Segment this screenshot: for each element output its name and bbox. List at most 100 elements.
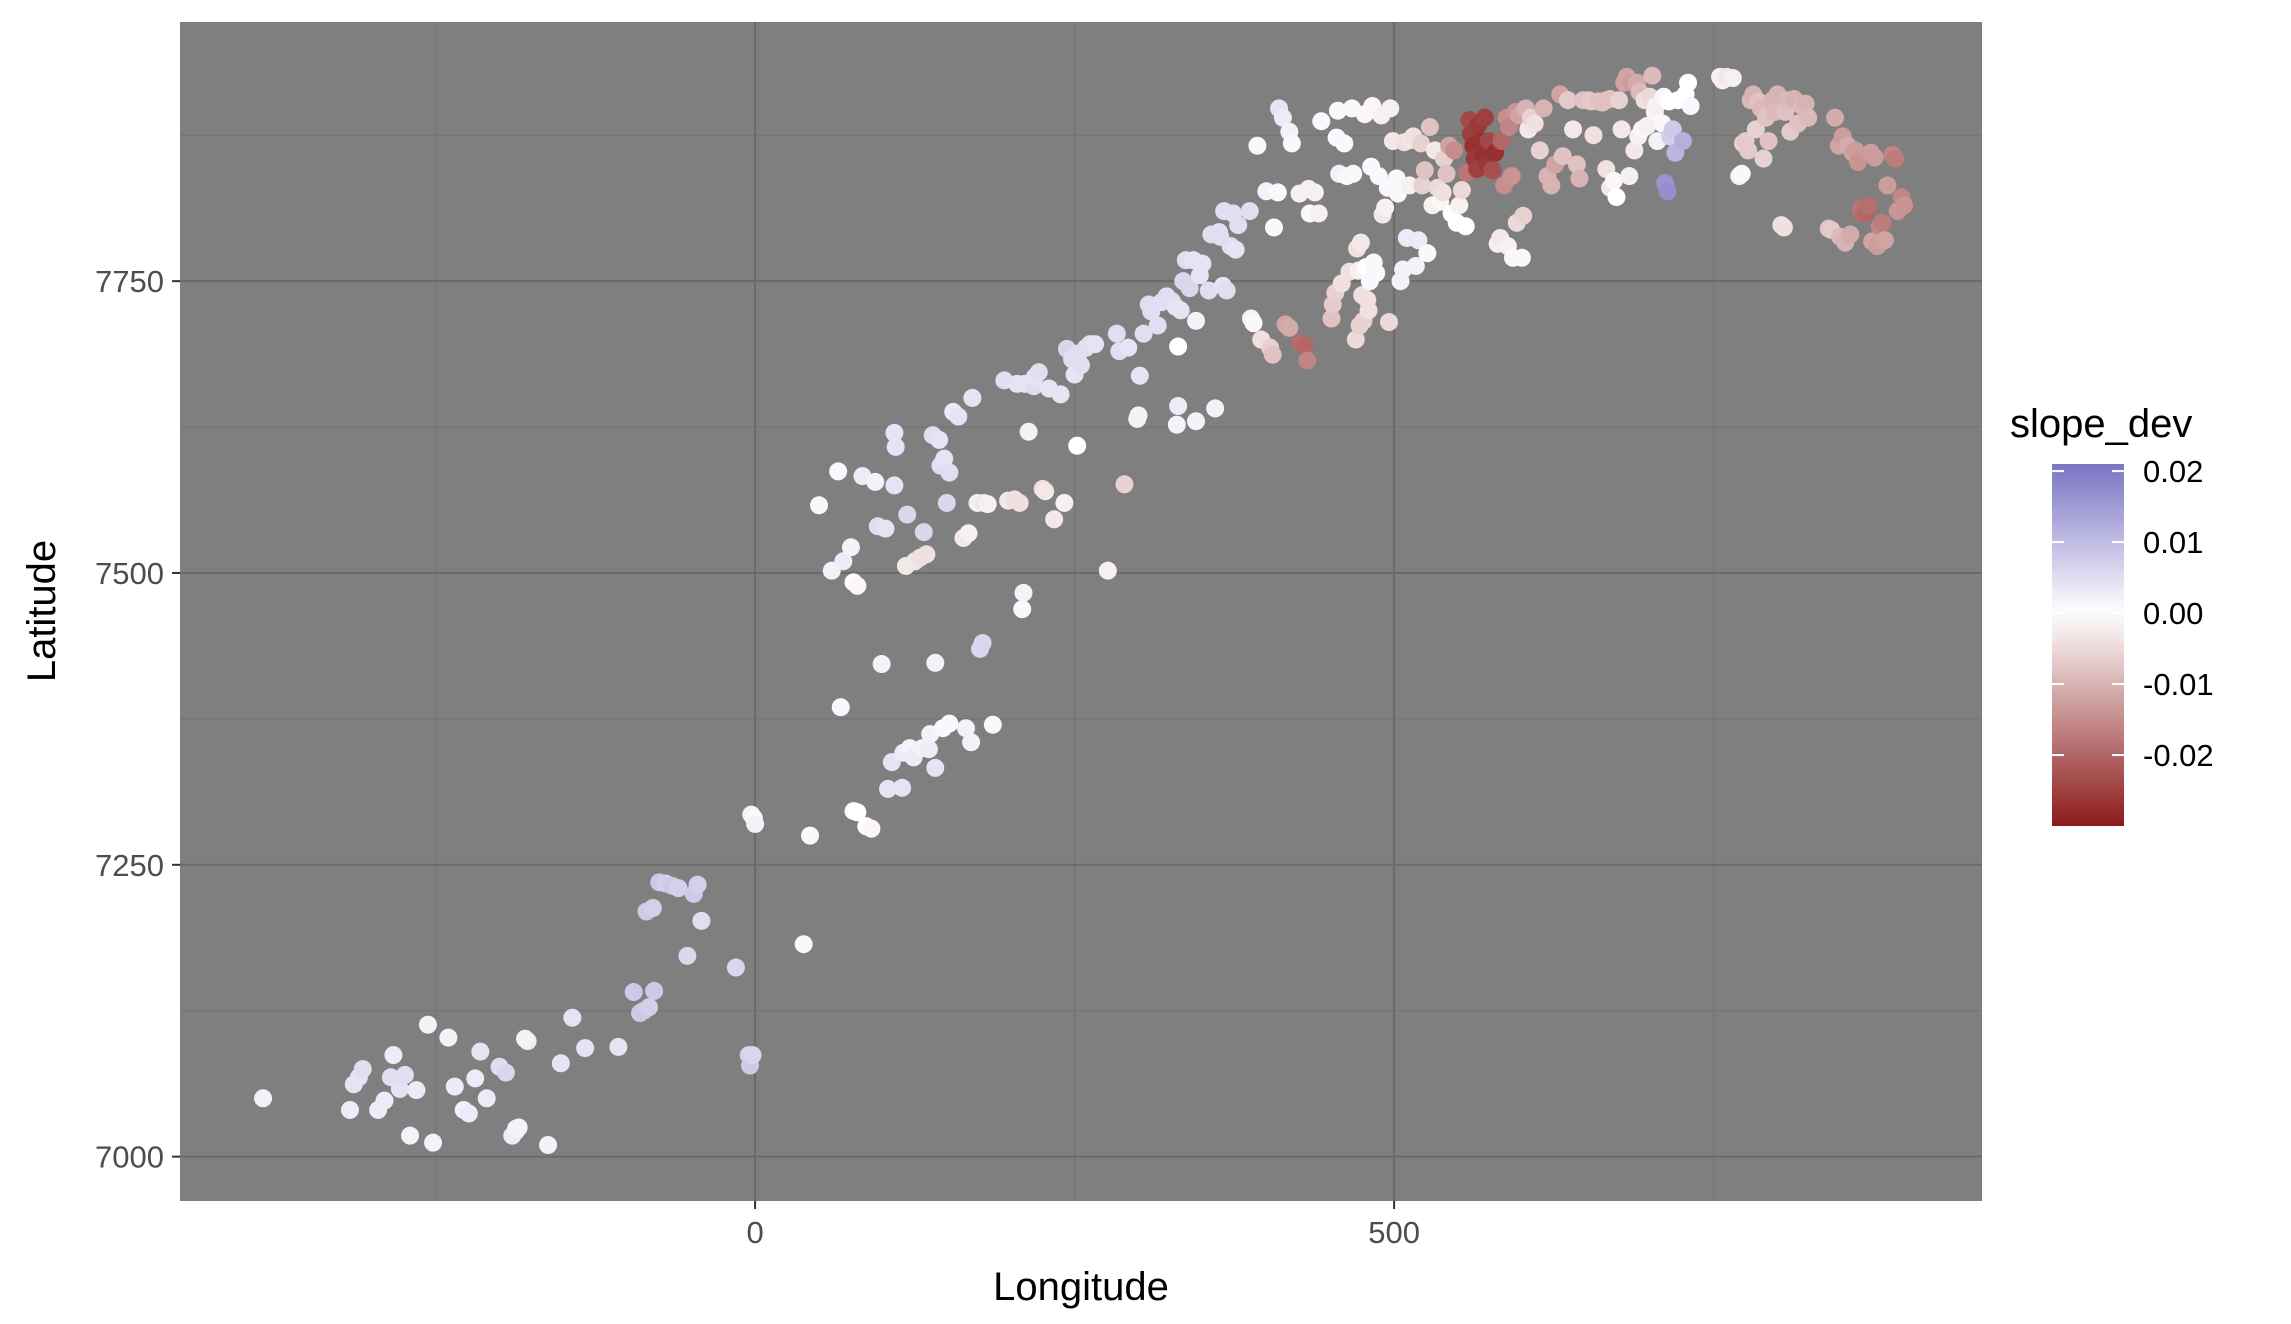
data-point bbox=[1406, 256, 1425, 275]
data-point bbox=[1450, 196, 1469, 215]
data-point bbox=[794, 935, 813, 954]
data-point bbox=[1567, 155, 1586, 174]
data-point bbox=[1754, 149, 1773, 168]
data-point bbox=[1534, 99, 1553, 118]
data-point bbox=[1359, 301, 1378, 320]
data-point bbox=[1282, 134, 1301, 153]
panel-background bbox=[180, 22, 1982, 1201]
data-point bbox=[1826, 108, 1845, 127]
data-point bbox=[1409, 231, 1428, 250]
legend-title: slope_dev bbox=[2010, 402, 2192, 446]
data-point bbox=[1612, 120, 1631, 139]
y-axis-title: Latitude bbox=[20, 540, 64, 682]
grid-minor bbox=[180, 22, 1982, 1201]
y-tick-label: 7750 bbox=[95, 264, 164, 299]
data-point bbox=[962, 733, 981, 752]
data-point bbox=[1312, 112, 1331, 131]
data-point bbox=[919, 740, 938, 759]
data-point bbox=[1036, 482, 1055, 501]
data-point bbox=[1295, 336, 1314, 355]
data-point bbox=[576, 1039, 595, 1058]
data-point bbox=[1895, 196, 1914, 215]
data-point bbox=[390, 1079, 409, 1098]
data-point bbox=[1400, 176, 1419, 195]
data-point bbox=[1328, 101, 1347, 120]
data-point bbox=[917, 545, 936, 564]
data-point bbox=[1240, 202, 1259, 221]
y-axis-ticks: 7000 7250 7500 7750 bbox=[95, 264, 180, 1175]
data-point bbox=[1086, 335, 1105, 354]
data-point bbox=[1169, 397, 1188, 416]
data-point bbox=[801, 826, 820, 845]
data-point bbox=[973, 634, 992, 653]
data-point bbox=[876, 519, 895, 538]
data-point bbox=[829, 462, 848, 481]
data-point bbox=[1610, 91, 1629, 110]
legend-tick-label: -0.01 bbox=[2143, 667, 2214, 702]
data-point bbox=[1723, 69, 1742, 88]
data-point bbox=[848, 803, 867, 822]
data-point bbox=[640, 998, 659, 1017]
data-point bbox=[1305, 183, 1324, 202]
data-point bbox=[983, 715, 1002, 734]
data-point bbox=[914, 523, 933, 542]
data-point bbox=[1107, 324, 1126, 343]
data-point bbox=[963, 388, 982, 407]
data-point bbox=[1029, 363, 1048, 382]
data-point bbox=[1437, 164, 1456, 183]
data-point bbox=[1886, 149, 1905, 168]
x-tick-label: 0 bbox=[746, 1215, 763, 1250]
data-point bbox=[1878, 176, 1897, 195]
data-point bbox=[1335, 134, 1354, 153]
data-point bbox=[926, 758, 945, 777]
data-point bbox=[1014, 583, 1033, 602]
data-point bbox=[1456, 217, 1475, 236]
y-tick-label: 7500 bbox=[95, 556, 164, 591]
data-point bbox=[841, 538, 860, 557]
data-point bbox=[1322, 309, 1341, 328]
data-point bbox=[1500, 118, 1519, 137]
data-point bbox=[1841, 225, 1860, 244]
data-point bbox=[1187, 311, 1206, 330]
data-point bbox=[1625, 141, 1644, 160]
data-point bbox=[940, 714, 959, 733]
data-point bbox=[872, 655, 891, 674]
data-point bbox=[1309, 204, 1328, 223]
data-point bbox=[1732, 164, 1751, 183]
data-point bbox=[424, 1133, 443, 1152]
data-point bbox=[563, 1008, 582, 1027]
data-point bbox=[1226, 240, 1245, 259]
data-point bbox=[1169, 337, 1188, 356]
data-point bbox=[1492, 132, 1511, 151]
data-point bbox=[1268, 183, 1287, 202]
data-point bbox=[643, 899, 662, 918]
x-axis-title: Longitude bbox=[993, 1265, 1169, 1309]
data-point bbox=[1739, 141, 1758, 160]
data-point bbox=[862, 819, 881, 838]
data-point bbox=[886, 437, 905, 456]
data-point bbox=[471, 1042, 490, 1061]
data-point bbox=[1525, 114, 1544, 133]
data-point bbox=[1115, 475, 1134, 494]
data-point bbox=[866, 472, 885, 491]
data-point bbox=[1658, 182, 1677, 201]
legend-tick-label: 0.02 bbox=[2143, 454, 2203, 489]
data-point bbox=[1553, 147, 1572, 166]
data-point bbox=[879, 779, 898, 798]
data-point bbox=[1167, 415, 1186, 434]
data-point bbox=[1367, 263, 1386, 282]
data-point bbox=[477, 1089, 496, 1108]
data-point bbox=[1558, 91, 1577, 110]
data-point bbox=[254, 1089, 273, 1108]
data-point bbox=[1264, 218, 1283, 237]
data-point bbox=[1051, 385, 1070, 404]
data-point bbox=[1411, 134, 1430, 153]
data-point bbox=[940, 463, 959, 482]
data-point bbox=[1445, 141, 1464, 160]
y-tick-label: 7250 bbox=[95, 848, 164, 883]
x-tick-label: 500 bbox=[1368, 1215, 1420, 1250]
data-point bbox=[1380, 313, 1399, 332]
data-point bbox=[1344, 164, 1363, 183]
data-point bbox=[1187, 412, 1206, 431]
